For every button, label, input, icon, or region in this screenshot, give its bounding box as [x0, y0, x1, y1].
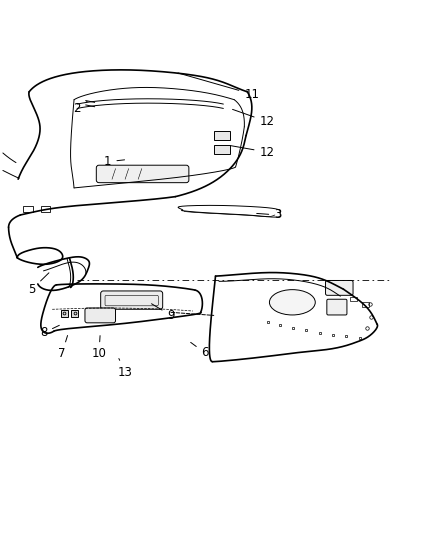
Text: 6: 6 — [191, 342, 209, 359]
Bar — [61, 310, 68, 317]
Text: 10: 10 — [92, 336, 106, 360]
Text: 2: 2 — [73, 101, 87, 115]
Bar — [214, 131, 230, 140]
Ellipse shape — [269, 289, 315, 315]
Text: 9: 9 — [152, 304, 175, 322]
Bar — [71, 310, 78, 317]
Bar — [350, 297, 357, 302]
Text: 12: 12 — [230, 146, 275, 159]
Bar — [214, 145, 230, 154]
Bar — [362, 302, 369, 306]
Text: 13: 13 — [118, 359, 133, 378]
Bar — [41, 206, 50, 212]
Text: 12: 12 — [233, 109, 275, 128]
FancyBboxPatch shape — [101, 291, 162, 309]
Text: 7: 7 — [58, 335, 67, 360]
Text: 3: 3 — [257, 208, 282, 222]
FancyBboxPatch shape — [85, 308, 116, 323]
FancyBboxPatch shape — [96, 165, 189, 183]
Text: 8: 8 — [40, 325, 59, 340]
Text: 5: 5 — [28, 273, 49, 296]
Bar — [23, 206, 33, 212]
FancyBboxPatch shape — [325, 280, 353, 295]
Text: 11: 11 — [178, 73, 259, 101]
FancyBboxPatch shape — [327, 299, 347, 315]
Text: 1: 1 — [104, 155, 124, 168]
